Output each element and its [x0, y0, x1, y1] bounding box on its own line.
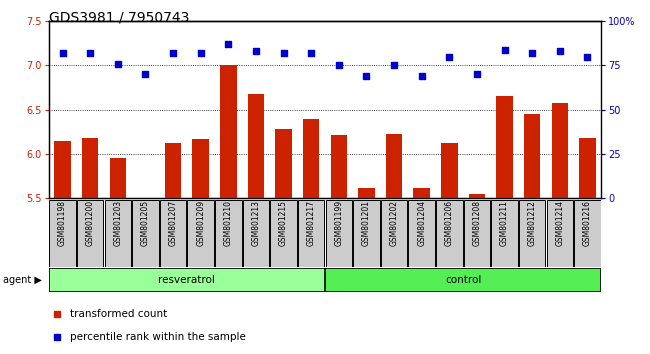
Bar [579, 138, 595, 198]
Text: GSM801202: GSM801202 [389, 200, 398, 246]
Point [251, 48, 261, 54]
Text: GSM801199: GSM801199 [334, 200, 343, 246]
Bar [519, 200, 545, 267]
Bar [215, 200, 242, 267]
Bar [330, 135, 347, 198]
Bar [105, 200, 131, 267]
Bar [132, 200, 159, 267]
Text: transformed count: transformed count [70, 309, 167, 319]
Point [57, 50, 68, 56]
Bar [242, 200, 269, 267]
Bar [303, 119, 319, 198]
Bar [109, 159, 126, 198]
Text: GSM801206: GSM801206 [445, 200, 454, 246]
Bar [276, 129, 292, 198]
Bar [358, 188, 374, 198]
Text: GSM801214: GSM801214 [555, 200, 564, 246]
Bar [248, 94, 264, 198]
Point [306, 50, 317, 56]
Text: GSM801198: GSM801198 [58, 200, 67, 246]
Bar [469, 194, 485, 198]
Text: GSM801203: GSM801203 [113, 200, 122, 246]
Text: control: control [445, 275, 481, 285]
Point [278, 50, 289, 56]
Bar [497, 96, 513, 198]
Text: GSM801211: GSM801211 [500, 200, 509, 246]
Text: percentile rank within the sample: percentile rank within the sample [70, 332, 246, 342]
Text: GSM801208: GSM801208 [473, 200, 482, 246]
Text: GSM801216: GSM801216 [583, 200, 592, 246]
Bar [160, 200, 187, 267]
Bar [82, 138, 99, 198]
Text: GSM801215: GSM801215 [279, 200, 288, 246]
Text: GSM801201: GSM801201 [362, 200, 371, 246]
Point [472, 72, 482, 77]
Text: GSM801217: GSM801217 [307, 200, 316, 246]
Bar [192, 139, 209, 198]
Text: GSM801213: GSM801213 [252, 200, 261, 246]
Point [85, 50, 96, 56]
Point [168, 50, 178, 56]
Bar [54, 141, 71, 198]
Text: GSM801205: GSM801205 [141, 200, 150, 246]
Bar [413, 188, 430, 198]
Bar [353, 200, 380, 267]
Bar [381, 200, 408, 267]
Bar [463, 200, 490, 267]
Point [444, 54, 454, 59]
Text: GSM801209: GSM801209 [196, 200, 205, 246]
Text: GSM801210: GSM801210 [224, 200, 233, 246]
Point [527, 50, 538, 56]
Point [223, 41, 233, 47]
Bar [441, 143, 458, 198]
Point [582, 54, 593, 59]
Point [389, 63, 399, 68]
Bar [551, 103, 568, 198]
Text: agent ▶: agent ▶ [3, 275, 42, 285]
Bar [326, 200, 352, 267]
Point [112, 61, 123, 67]
Bar [298, 200, 324, 267]
Point [417, 73, 427, 79]
Bar [574, 200, 601, 267]
Text: GDS3981 / 7950743: GDS3981 / 7950743 [49, 11, 189, 25]
Bar [77, 200, 103, 267]
Bar [408, 200, 435, 267]
Point [361, 73, 372, 79]
Text: resveratrol: resveratrol [159, 275, 215, 285]
Point [196, 50, 206, 56]
Text: GSM801200: GSM801200 [86, 200, 95, 246]
Bar [220, 65, 237, 198]
Bar [49, 200, 76, 267]
Bar [524, 114, 541, 198]
Bar [385, 133, 402, 198]
Bar [325, 268, 601, 292]
Bar [165, 143, 181, 198]
Text: GSM801212: GSM801212 [528, 200, 537, 246]
Point [140, 72, 151, 77]
Point [333, 63, 344, 68]
Bar [547, 200, 573, 267]
Bar [49, 268, 325, 292]
Text: GSM801207: GSM801207 [168, 200, 177, 246]
Bar [187, 200, 214, 267]
Point [499, 47, 510, 52]
Bar [270, 200, 297, 267]
Point [554, 48, 565, 54]
Text: GSM801204: GSM801204 [417, 200, 426, 246]
Bar [491, 200, 518, 267]
Bar [436, 200, 463, 267]
